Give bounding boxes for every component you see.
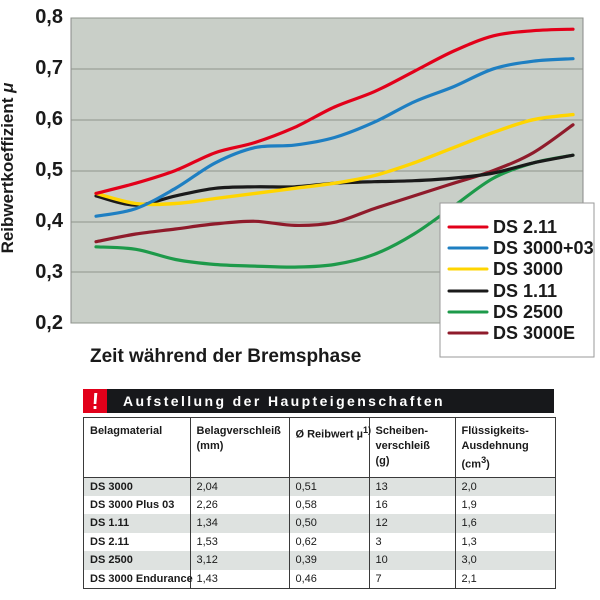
svg-text:0,2: 0,2 — [35, 312, 63, 334]
svg-text:DS 3000E: DS 3000E — [493, 323, 575, 343]
svg-text:DS 3000: DS 3000 — [493, 259, 563, 279]
svg-text:0,8: 0,8 — [35, 6, 63, 28]
svg-text:0,5: 0,5 — [35, 159, 63, 181]
svg-text:DS 2500: DS 2500 — [493, 302, 563, 322]
svg-text:Reibwertkoeffizient μ: Reibwertkoeffizient μ — [0, 82, 17, 254]
svg-text:DS 2.11: DS 2.11 — [493, 217, 557, 237]
svg-text:0,4: 0,4 — [35, 210, 64, 232]
svg-text:DS 1.11: DS 1.11 — [493, 281, 557, 301]
svg-text:DS 3000+03: DS 3000+03 — [493, 238, 594, 258]
svg-text:0,7: 0,7 — [35, 57, 63, 79]
svg-text:Zeit während der Bremsphase: Zeit während der Bremsphase — [90, 346, 361, 367]
svg-text:0,6: 0,6 — [35, 108, 63, 130]
svg-text:0,3: 0,3 — [35, 261, 63, 283]
